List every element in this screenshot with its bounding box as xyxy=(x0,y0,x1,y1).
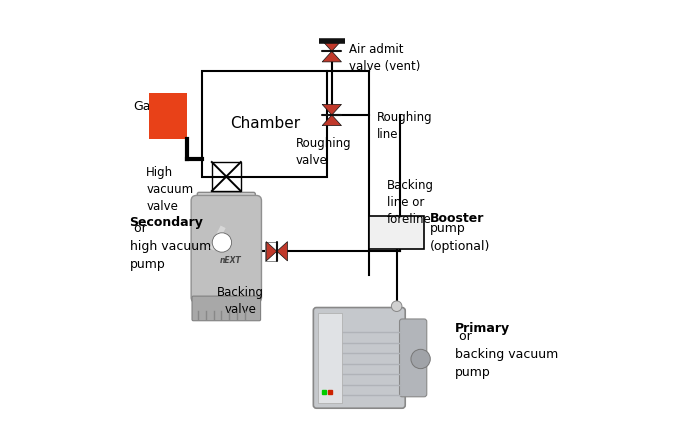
FancyBboxPatch shape xyxy=(197,192,255,220)
FancyBboxPatch shape xyxy=(192,296,261,321)
Polygon shape xyxy=(322,105,342,115)
Text: High
vacuum
valve: High vacuum valve xyxy=(146,166,193,213)
Text: pump
(optional): pump (optional) xyxy=(429,222,490,253)
Text: Backing
valve: Backing valve xyxy=(217,285,264,315)
Text: Booster: Booster xyxy=(429,212,484,225)
Text: Gauge: Gauge xyxy=(133,100,175,113)
Circle shape xyxy=(213,233,232,252)
Text: Secondary: Secondary xyxy=(130,216,204,229)
FancyBboxPatch shape xyxy=(313,307,405,408)
Text: Primary: Primary xyxy=(455,321,510,335)
Text: Air admit
valve (vent): Air admit valve (vent) xyxy=(348,43,420,73)
Polygon shape xyxy=(277,242,288,261)
Bar xyxy=(318,313,342,403)
Text: or
high vacuum
pump: or high vacuum pump xyxy=(130,222,211,271)
Polygon shape xyxy=(322,51,342,62)
Circle shape xyxy=(411,349,431,369)
FancyBboxPatch shape xyxy=(191,195,262,303)
Circle shape xyxy=(391,301,402,311)
Bar xyxy=(202,71,328,176)
Text: Backing
line or
foreline: Backing line or foreline xyxy=(387,179,434,226)
Polygon shape xyxy=(322,41,342,51)
Polygon shape xyxy=(322,115,342,126)
Text: nEXT: nEXT xyxy=(220,256,242,265)
Polygon shape xyxy=(266,242,277,261)
Bar xyxy=(265,242,277,261)
Bar xyxy=(212,162,241,191)
FancyBboxPatch shape xyxy=(400,319,427,397)
Bar xyxy=(149,93,187,139)
Text: Roughing
valve: Roughing valve xyxy=(296,137,351,168)
Text: Roughing
line: Roughing line xyxy=(377,111,432,141)
Text: Chamber: Chamber xyxy=(230,116,300,131)
Bar xyxy=(369,216,424,249)
Text: or
backing vacuum
pump: or backing vacuum pump xyxy=(455,330,558,379)
